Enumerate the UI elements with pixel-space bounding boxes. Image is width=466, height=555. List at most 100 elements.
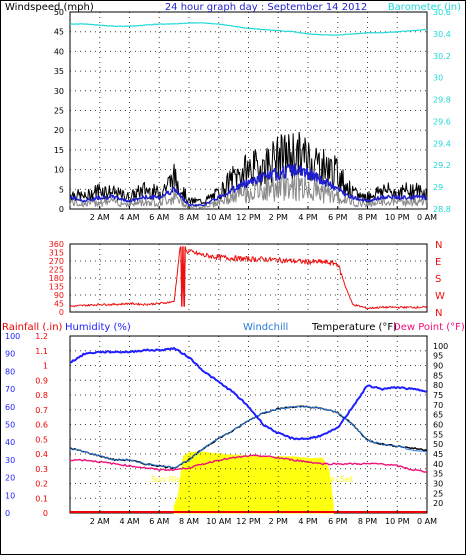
wind-panel-xtick-label: 2 PM <box>269 213 288 222</box>
chart-title: 24 hour graph day : September 14 2012 <box>165 2 367 13</box>
baro-ytick-label: 29.4 <box>433 139 451 148</box>
direction-ytick-label: 135 <box>49 283 64 292</box>
windchill-axis-title: Windchill <box>243 322 288 333</box>
direction-ytick-label: 0 <box>59 308 64 317</box>
temperature-axis-title: Temperature (°F) <box>311 322 397 333</box>
temperature-ytick-label: 35 <box>433 470 443 479</box>
rainfall-ytick-label: 0.7 <box>35 406 48 415</box>
humidity-ytick-label: 40 <box>5 438 15 447</box>
wind-panel-xtick-label: 2 AM <box>90 213 110 222</box>
windspeed-axis-title: Windspeed (mph) <box>5 2 94 13</box>
direction-ytick-label: 315 <box>49 249 64 258</box>
temperature-panel-xtick-label: 8 AM <box>179 517 199 526</box>
humidity-ytick-label: 30 <box>5 456 15 465</box>
temperature-panel-xtick-label: 12 PM <box>236 517 261 526</box>
humidity-ytick-label: 90 <box>5 350 15 359</box>
wind-ytick-label: 45 <box>54 28 64 37</box>
temperature-ytick-label: 100 <box>433 342 448 351</box>
direction-ytick-label: 45 <box>54 300 64 309</box>
temperature-ytick-label: 65 <box>433 411 443 420</box>
baro-ytick-label: 30.6 <box>433 8 451 17</box>
wind-ytick-label: 30 <box>54 87 64 96</box>
dewpoint-axis-title: Dew Point (°F) <box>393 322 465 333</box>
wind-panel-xtick-label: 4 PM <box>298 213 317 222</box>
temperature-ytick-label: 90 <box>433 362 443 371</box>
rainfall-axis-title: Rainfall (.in) <box>2 322 63 333</box>
wind-panel-xtick-label: 4 AM <box>119 213 139 222</box>
rainfall-ytick-label: 0.5 <box>35 435 48 444</box>
humidity-series-line <box>69 347 428 441</box>
wind-ytick-label: 5 <box>59 185 64 194</box>
wind-ytick-label: 0 <box>59 205 64 214</box>
temperature-ytick-label: 70 <box>433 401 443 410</box>
rainfall-ytick-label: 1 <box>43 362 48 371</box>
temperature-ytick-label: 50 <box>433 440 443 449</box>
rainfall-ytick-label: 0.6 <box>35 421 48 430</box>
baro-ytick-label: 29.6 <box>433 117 451 126</box>
rainfall-ytick-label: 0.8 <box>35 391 48 400</box>
baro-ytick-label: 29 <box>433 183 443 192</box>
humidity-ytick-label: 0 <box>5 509 10 518</box>
baro-ytick-label: 30 <box>433 74 443 83</box>
temperature-panel-xtick-label: 2 PM <box>269 517 288 526</box>
temperature-ytick-label: 75 <box>433 391 443 400</box>
wind-panel-xtick-label: 6 AM <box>149 213 169 222</box>
temperature-panel-xtick-label: 8 PM <box>358 517 377 526</box>
rainfall-ytick-label: 0.9 <box>35 376 48 385</box>
wind-panel-frame <box>69 11 428 210</box>
rainfall-ytick-label: 0 <box>43 509 48 518</box>
direction-ytick-label: 90 <box>54 291 64 300</box>
barometer-series-line <box>69 22 428 36</box>
humidity-ytick-label: 70 <box>5 385 15 394</box>
temperature-ytick-label: 30 <box>433 480 443 489</box>
wind-ytick-label: 40 <box>54 47 64 56</box>
wind-panel-xtick-label: 12 PM <box>236 213 261 222</box>
compass-tick-label: N <box>435 308 442 319</box>
wind-ytick-label: 35 <box>54 67 64 76</box>
wind-ytick-label: 25 <box>54 107 64 116</box>
baro-ytick-label: 30.4 <box>433 30 451 39</box>
compass-tick-label: S <box>435 274 441 285</box>
solar-area <box>173 451 334 514</box>
temperature-panel-xtick-label: 10 AM <box>206 517 231 526</box>
dewpoint-series-line <box>69 454 428 473</box>
humidity-axis-title: Humidity (%) <box>65 322 131 333</box>
baro-ytick-label: 29.2 <box>433 161 451 170</box>
humidity-ytick-label: 50 <box>5 421 15 430</box>
wind-ytick-label: 20 <box>54 126 64 135</box>
wind-panel-xtick-label: 8 AM <box>179 213 199 222</box>
temperature-ytick-label: 20 <box>433 499 443 508</box>
temperature-ytick-label: 45 <box>433 450 443 459</box>
temperature-panel-xtick-label: 6 PM <box>328 517 347 526</box>
temperature-ytick-label: 25 <box>433 489 443 498</box>
direction-ytick-label: 270 <box>49 257 64 266</box>
compass-tick-label: N <box>435 240 442 251</box>
rainfall-ytick-label: 0.4 <box>35 450 48 459</box>
wind-panel-xtick-label: 10 AM <box>206 213 231 222</box>
rainfall-ytick-label: 0.2 <box>35 480 48 489</box>
temperature-panel-xtick-label: 4 AM <box>119 517 139 526</box>
barometer-axis-title: Barometer (in) <box>388 2 461 13</box>
humidity-ytick-label: 100 <box>5 332 20 341</box>
temperature-ytick-label: 80 <box>433 381 443 390</box>
humidity-ytick-label: 80 <box>5 367 15 376</box>
wind-ytick-label: 50 <box>54 8 64 17</box>
wind-panel-xtick-label: 6 PM <box>328 213 347 222</box>
wind-direction-series-line <box>69 246 427 310</box>
rainfall-ytick-label: 1.2 <box>35 332 48 341</box>
windchill-series-line <box>69 405 428 469</box>
humidity-ytick-label: 60 <box>5 403 15 412</box>
humidity-ytick-label: 20 <box>5 474 15 483</box>
temperature-panel-xtick-label: 0 AM <box>417 517 437 526</box>
wind-ytick-label: 15 <box>54 146 64 155</box>
baro-ytick-label: 30.2 <box>433 52 451 61</box>
direction-ytick-label: 360 <box>49 240 64 249</box>
temperature-ytick-label: 60 <box>433 421 443 430</box>
wind-avg-series-line <box>69 163 428 207</box>
temperature-ytick-label: 55 <box>433 430 443 439</box>
compass-tick-label: E <box>435 257 441 268</box>
rainfall-ytick-label: 1.1 <box>35 347 48 356</box>
temperature-panel-xtick-label: 10 PM <box>385 517 410 526</box>
humidity-ytick-label: 10 <box>5 491 15 500</box>
